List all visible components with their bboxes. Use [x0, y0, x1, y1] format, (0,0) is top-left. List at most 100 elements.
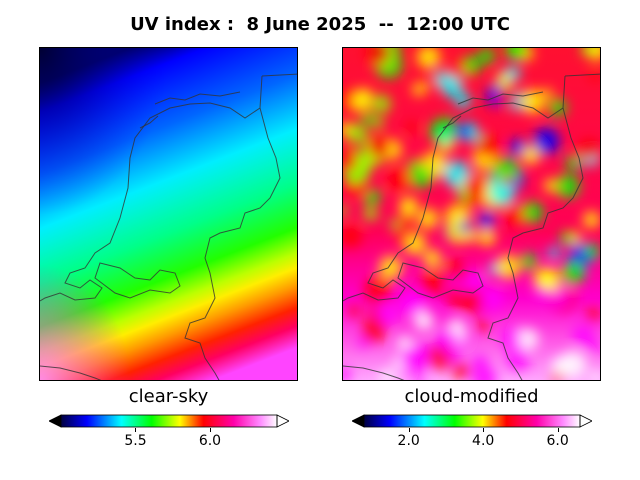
uv-cell [400, 345, 429, 373]
uv-cell [389, 219, 400, 230]
clear-sky-colorbar [49, 414, 289, 428]
uv-cell [480, 287, 504, 311]
uv-cell [456, 124, 471, 140]
uv-cell [471, 354, 488, 372]
uv-cell [343, 225, 362, 248]
colorbar-tick-mark [209, 428, 211, 432]
colorbar-tick-mark [557, 428, 559, 432]
uv-cell [363, 206, 378, 221]
uv-cell [434, 328, 458, 352]
uv-cell [357, 336, 369, 348]
uv-cell [565, 155, 581, 171]
cloud-modified-map [342, 47, 601, 381]
uv-cell [380, 370, 395, 380]
uv-cell [577, 138, 600, 161]
uv-cell [476, 134, 501, 159]
uv-cell [506, 346, 531, 371]
uv-cell [448, 276, 460, 288]
uv-cell [376, 303, 398, 325]
colorbar-tick-label: 6.0 [546, 433, 569, 449]
uv-cell [503, 203, 526, 226]
uv-cell [343, 367, 352, 380]
uv-cell [443, 160, 470, 188]
uv-cell [343, 154, 358, 171]
figure-title: UV index : 8 June 2025 -- 12:00 UTC [130, 14, 510, 35]
colorbar-tick-mark [483, 428, 485, 432]
uv-cell [405, 120, 418, 134]
uv-cell [401, 203, 414, 216]
uv-cell [463, 174, 487, 198]
uv-cell [351, 91, 372, 113]
uv-cell [395, 230, 408, 243]
uv-cell [586, 307, 600, 322]
uv-cell [447, 348, 461, 363]
clear-sky-map [39, 47, 298, 381]
uv-cell [420, 270, 445, 296]
uv-cell [507, 333, 520, 347]
uv-cell [544, 178, 558, 193]
uv-cell [548, 247, 560, 259]
colorbar-tick-label: 4.0 [472, 433, 495, 449]
uv-cell [589, 70, 600, 82]
uv-cell [520, 253, 537, 270]
uv-cell [590, 371, 600, 380]
uv-cell [423, 249, 442, 268]
uv-cell [559, 231, 573, 245]
uv-cell [424, 76, 438, 90]
uv-cell [387, 167, 411, 191]
uv-cell [372, 94, 391, 114]
uv-cell [343, 145, 354, 158]
uv-cell [348, 305, 361, 317]
uv-cell [412, 82, 426, 96]
uv-cell [505, 48, 527, 60]
uv-cell [364, 193, 376, 206]
uv-cell [548, 287, 570, 308]
uv-cell [551, 357, 571, 377]
uv-cell [414, 311, 434, 331]
uv-cell [403, 232, 426, 255]
coastline-outline [343, 73, 600, 380]
uv-cell [572, 324, 594, 347]
uv-cell [361, 112, 375, 126]
clear-sky-label: clear-sky [128, 386, 209, 407]
colorbar-tick-label: 2.0 [397, 433, 420, 449]
uv-cell [549, 98, 567, 117]
uv-cell [587, 339, 600, 353]
uv-cell [521, 145, 541, 165]
uv-cell [536, 287, 550, 301]
uv-cell [343, 205, 348, 216]
uv-cell [367, 135, 391, 159]
clear-sky-field [40, 48, 297, 380]
uv-cell [441, 133, 452, 144]
uv-cell [495, 254, 521, 279]
uv-cell [361, 318, 387, 343]
colorbar-tick-mark [135, 428, 137, 432]
uv-cell [475, 319, 489, 332]
uv-cell [399, 290, 427, 318]
uv-cell [440, 75, 463, 98]
uv-cell [364, 48, 391, 66]
uv-cell [537, 267, 561, 291]
uv-cell [584, 243, 600, 260]
uv-cell [516, 328, 539, 351]
uv-cell [562, 260, 586, 285]
uv-cell [347, 124, 368, 144]
uv-cell [453, 362, 471, 380]
uv-cell [509, 138, 526, 155]
coastline-outline [40, 73, 297, 380]
uv-cell [459, 221, 471, 233]
uv-cell [497, 87, 517, 107]
colorbar-tick-mark [408, 428, 410, 432]
uv-cell [522, 201, 544, 224]
uv-cell [478, 212, 495, 229]
uv-cell [583, 211, 600, 229]
uv-cell [417, 208, 439, 229]
uv-cell [429, 125, 443, 139]
uv-cell [442, 259, 468, 285]
uv-cell [455, 92, 471, 109]
cloud-modified-label: cloud-modified [404, 386, 539, 407]
uv-cell [461, 289, 486, 314]
uv-cell [414, 376, 425, 380]
uv-cell [478, 48, 495, 65]
uv-cell [399, 215, 413, 230]
